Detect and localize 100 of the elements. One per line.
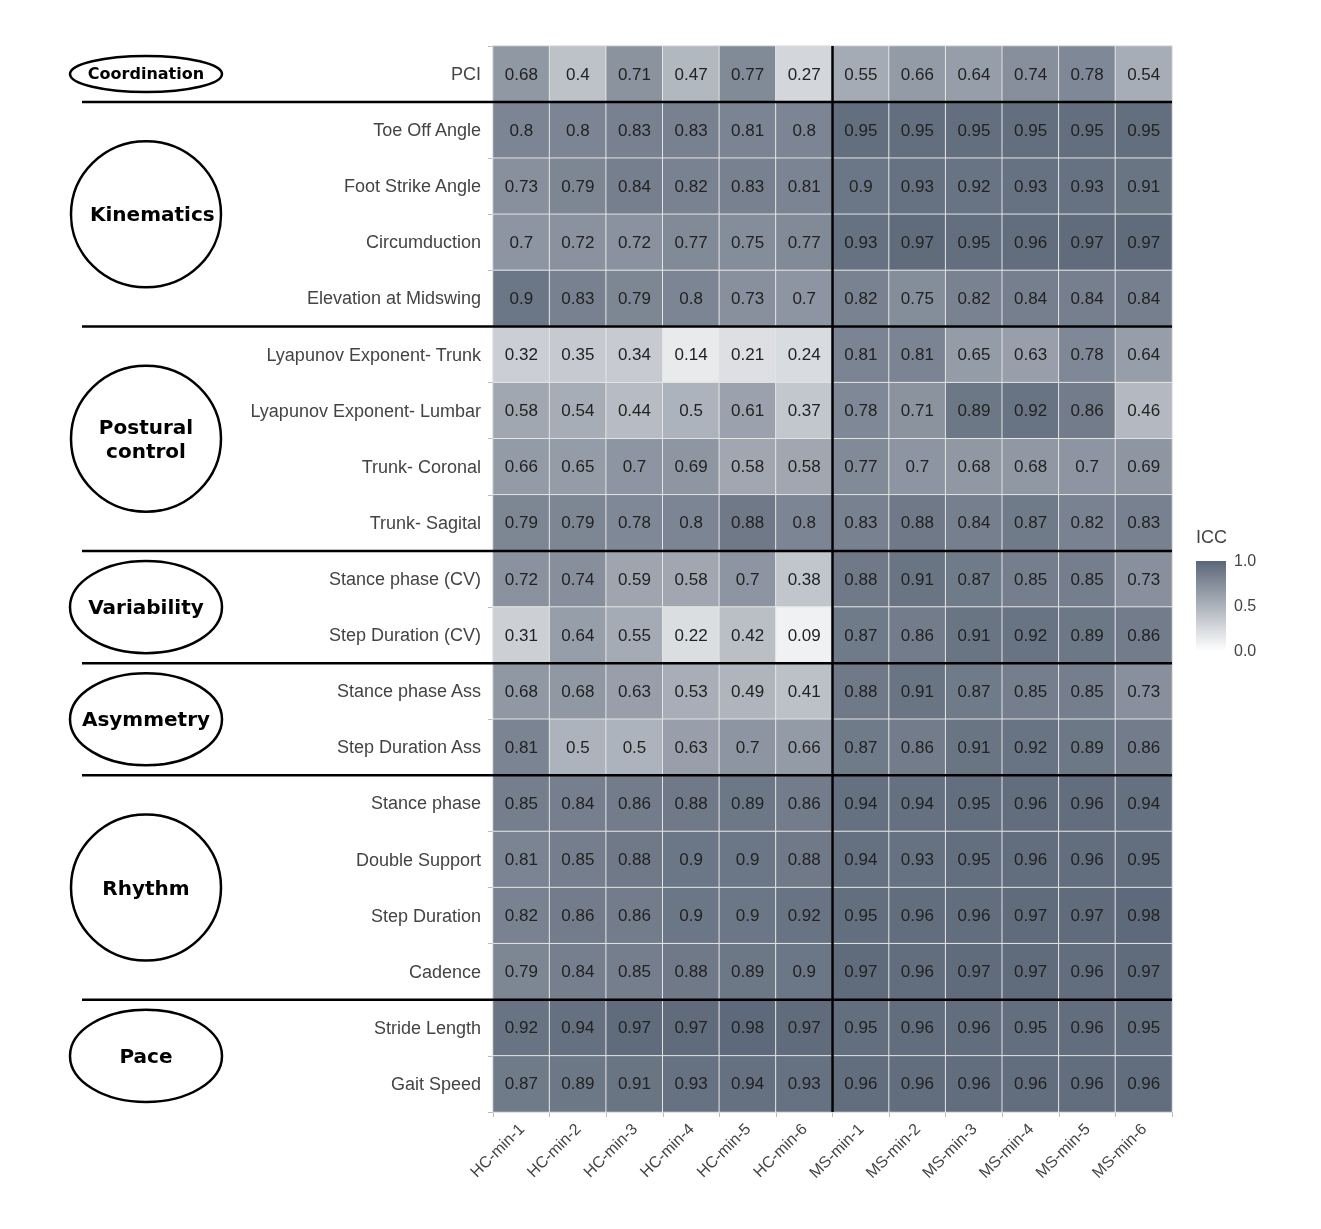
data-label: 0.84: [1070, 288, 1104, 308]
data-label: 0.85: [1070, 569, 1104, 589]
data-label: 0.54: [1127, 64, 1161, 84]
data-label: 0.8: [566, 120, 590, 140]
data-label: 0.93: [1070, 176, 1104, 196]
data-label: 0.79: [561, 176, 595, 196]
data-label: 0.77: [674, 232, 708, 252]
data-label: 0.92: [787, 906, 821, 926]
data-label: 0.97: [900, 232, 934, 252]
data-label: 0.89: [1070, 625, 1104, 645]
data-label: 0.77: [787, 232, 821, 252]
data-label: 0.74: [1013, 64, 1048, 84]
data-label: 0.87: [957, 569, 991, 589]
data-label: 0.97: [1127, 962, 1161, 982]
data-label: 0.69: [1127, 457, 1161, 477]
data-label: 0.75: [900, 288, 934, 308]
data-label: 0.85: [617, 962, 652, 982]
data-label: 0.41: [787, 681, 821, 701]
data-label: 0.9: [735, 850, 760, 870]
data-label: 0.93: [787, 1074, 821, 1094]
y-tick-label: Circumduction: [365, 232, 481, 253]
data-label: 0.81: [844, 345, 878, 365]
y-tick-label: Step Duration Ass: [336, 737, 481, 758]
data-label: 0.96: [1070, 962, 1104, 982]
y-tick-label: Lyapunov Exponent- Trunk: [266, 344, 482, 365]
data-label: 0.88: [731, 513, 765, 533]
data-label: 0.78: [1070, 345, 1104, 365]
y-tick-label: Trunk- Coronal: [361, 456, 481, 477]
data-label: 0.84: [617, 176, 652, 196]
data-label: 0.64: [957, 64, 991, 84]
data-label: 0.86: [617, 906, 652, 926]
data-label: 0.87: [1013, 513, 1048, 533]
data-label: 0.74: [561, 569, 595, 589]
data-label: 0.9: [735, 906, 760, 926]
data-label: 0.88: [844, 681, 878, 701]
data-label: 0.7: [792, 288, 817, 308]
data-label: 0.91: [900, 681, 934, 701]
data-label: 0.7: [735, 569, 760, 589]
data-label: 0.96: [1013, 793, 1048, 813]
data-label: 0.78: [1070, 64, 1104, 84]
y-tick-label: Stance phase (CV): [328, 569, 481, 589]
data-label: 0.93: [1013, 176, 1048, 196]
data-label: 0.73: [731, 288, 765, 308]
data-label: 0.96: [1013, 232, 1048, 252]
data-label: 0.64: [1127, 345, 1161, 365]
data-label: 0.92: [957, 176, 991, 196]
data-label: 0.66: [900, 64, 934, 84]
data-label: 0.37: [787, 401, 821, 421]
data-label: 0.58: [787, 457, 821, 477]
data-label: 0.92: [1013, 737, 1048, 757]
data-label: 0.8: [792, 120, 817, 140]
data-label: 0.94: [844, 793, 878, 813]
data-label: 0.97: [1013, 962, 1048, 982]
y-tick-label: Stride Length: [373, 1017, 481, 1038]
data-label: 0.68: [561, 681, 595, 701]
data-label: 0.5: [679, 401, 703, 421]
data-label: 0.98: [731, 1018, 765, 1038]
data-label: 0.95: [844, 906, 878, 926]
color-bar-label: 0.5: [1234, 596, 1257, 616]
data-label: 0.77: [731, 64, 765, 84]
y-tick-label: PCI: [450, 64, 481, 85]
data-label: 0.35: [561, 345, 595, 365]
data-label: 0.96: [900, 962, 934, 982]
data-label: 0.84: [1127, 288, 1161, 308]
data-label: 0.97: [1070, 906, 1104, 926]
data-label: 0.81: [504, 850, 538, 870]
data-label: 0.34: [617, 345, 652, 365]
data-label: 0.58: [504, 401, 538, 421]
data-label: 0.97: [617, 1018, 652, 1038]
data-label: 0.95: [957, 850, 991, 870]
data-label: 0.96: [900, 1074, 934, 1094]
text: Postural control: [97, 414, 195, 463]
data-label: 0.5: [622, 737, 647, 757]
data-label: 0.93: [674, 1074, 708, 1094]
data-label: 0.96: [957, 906, 991, 926]
y-tick-label: Trunk- Sagital: [369, 512, 481, 533]
data-label: 0.69: [674, 457, 708, 477]
data-label: 0.21: [731, 345, 765, 365]
y-tick-label: Lyapunov Exponent- Lumbar: [250, 400, 482, 421]
data-label: 0.84: [561, 793, 595, 813]
data-label: 0.95: [957, 120, 991, 140]
data-label: 0.9: [792, 962, 817, 982]
text: Rhythm: [102, 875, 190, 900]
data-label: 0.89: [731, 962, 765, 982]
y-tick-label: Gait Speed: [390, 1073, 481, 1094]
data-label: 0.84: [561, 962, 595, 982]
data-label: 0.84: [957, 513, 991, 533]
data-label: 0.89: [1070, 737, 1104, 757]
data-label: 0.86: [1127, 737, 1161, 757]
data-label: 0.4: [566, 64, 590, 84]
data-label: 0.92: [1013, 625, 1048, 645]
data-label: 0.89: [731, 793, 765, 813]
data-label: 0.24: [787, 345, 821, 365]
data-label: 0.7: [1075, 457, 1099, 477]
data-label: 0.91: [957, 737, 991, 757]
data-label: 0.7: [509, 232, 534, 252]
data-label: 0.81: [900, 345, 934, 365]
data-label: 0.8: [509, 120, 534, 140]
data-label: 0.94: [1127, 793, 1161, 813]
text: Pace: [119, 1043, 173, 1068]
